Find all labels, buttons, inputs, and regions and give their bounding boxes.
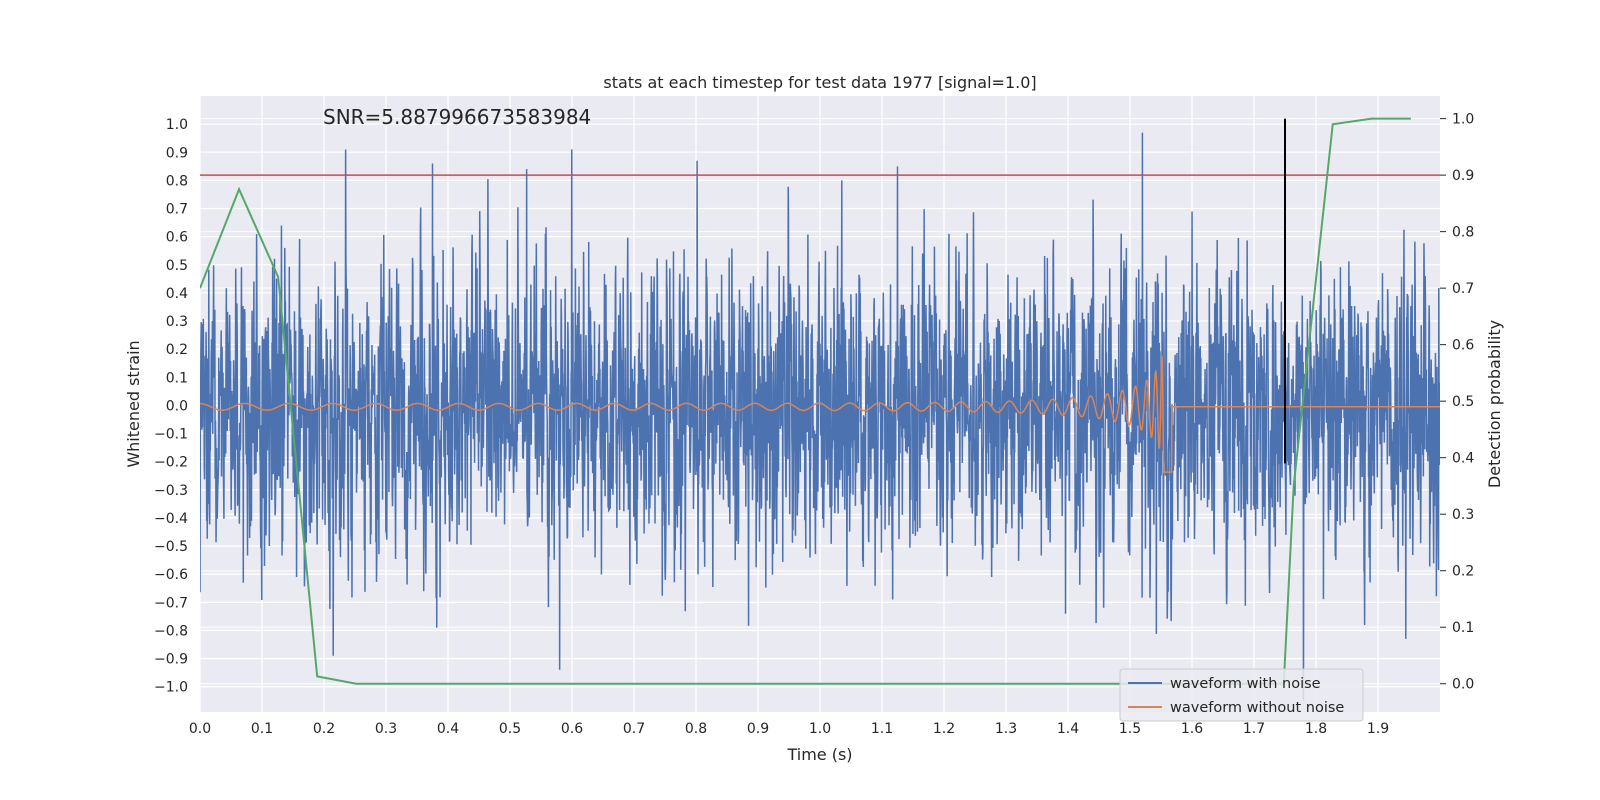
y2-tick-label: 1.0 [1452, 112, 1474, 128]
snr-annotation: SNR=5.887996673583984 [323, 105, 591, 129]
y-tick-label: −0.2 [154, 455, 188, 471]
legend-box [1119, 668, 1364, 722]
y-tick-label: −0.7 [154, 595, 188, 611]
x-tick-label: 0.4 [437, 721, 459, 737]
y-tick-label: −1.0 [154, 680, 188, 696]
x-tick-label: 1.2 [933, 721, 955, 737]
y-tick-label: 1.0 [166, 117, 188, 133]
x-axis-label: Time (s) [786, 745, 852, 764]
y2-tick-label: 0.2 [1452, 564, 1474, 580]
x-tick-labels: 0.0 0.1 0.2 0.3 0.4 0.5 0.6 0.7 0.8 0.9 1.0 1.1 1.2 1… [189, 721, 1389, 737]
x-tick-label: 1.6 [1181, 721, 1203, 737]
legend: waveform with noise waveform without noi… [1119, 668, 1364, 722]
y-tick-label: −0.5 [154, 539, 188, 555]
x-tick-label: 1.3 [995, 721, 1017, 737]
x-tick-label: 1.1 [871, 721, 893, 737]
y-tick-label: −0.9 [154, 652, 188, 668]
y-tick-label: 0.0 [166, 398, 188, 414]
y-tick-label: 0.6 [166, 230, 188, 246]
y-tick-labels: 1.0 0.9 0.8 0.7 0.6 0.5 0.4 0.3 0.2 0.1 0.0 −0.1 −0.… [154, 117, 188, 696]
y-tick-label: 0.2 [166, 342, 188, 358]
y2-tick-label: 0.3 [1452, 507, 1474, 523]
y2-tick-label: 0.6 [1452, 338, 1474, 354]
x-tick-label: 0.9 [747, 721, 769, 737]
y-tick-label: −0.3 [154, 483, 188, 499]
series-waveform-with-noise [200, 132, 1440, 701]
x-tick-label: 1.8 [1305, 721, 1327, 737]
x-tick-label: 1.7 [1243, 721, 1265, 737]
x-tick-label: 1.0 [809, 721, 831, 737]
y2-tick-label: 0.8 [1452, 225, 1474, 241]
x-tick-label: 0.1 [251, 721, 273, 737]
y2-tick-label: 0.1 [1452, 620, 1474, 636]
series-waveform-without-noise [200, 355, 1440, 473]
y-tick-label: 0.4 [166, 286, 188, 302]
y-tick-label: 0.1 [166, 370, 188, 386]
x-tick-label: 0.3 [375, 721, 397, 737]
y-axis-label: Whitened strain [124, 340, 143, 467]
x-tick-label: 0.6 [561, 721, 583, 737]
y-tick-label: −0.1 [154, 427, 188, 443]
y-tick-label: 0.5 [166, 258, 188, 274]
x-tick-label: 0.7 [623, 721, 645, 737]
y2-tick-label: 0.0 [1452, 677, 1474, 693]
legend-label-clean: waveform without noise [1170, 700, 1344, 716]
chart-title: stats at each timestep for test data 197… [603, 73, 1036, 92]
y-tick-label: 0.3 [166, 314, 188, 330]
x-tick-label: 0.8 [685, 721, 707, 737]
y2-tick-labels: 1.0 0.9 0.8 0.7 0.6 0.5 0.4 0.3 0.2 0.1 0.0 [1440, 112, 1474, 693]
y2-axis-label: Detection probability [1485, 320, 1504, 488]
y-tick-label: −0.6 [154, 567, 188, 583]
x-tick-label: 1.5 [1119, 721, 1141, 737]
y-tick-label: −0.4 [154, 511, 188, 527]
y2-tick-label: 0.5 [1452, 394, 1474, 410]
y-tick-label: 0.7 [166, 202, 188, 218]
x-tick-label: 0.2 [313, 721, 335, 737]
y-tick-label: −0.8 [154, 623, 188, 639]
x-tick-label: 1.4 [1057, 721, 1079, 737]
y2-tick-label: 0.7 [1452, 281, 1474, 297]
x-tick-label: 1.9 [1367, 721, 1389, 737]
legend-label-noise: waveform with noise [1170, 676, 1321, 692]
y-tick-label: 0.8 [166, 173, 188, 189]
y2-tick-label: 0.4 [1452, 451, 1474, 467]
x-tick-label: 0.0 [189, 721, 211, 737]
x-tick-label: 0.5 [499, 721, 521, 737]
y2-tick-label: 0.9 [1452, 168, 1474, 184]
y-tick-label: 0.9 [166, 145, 188, 161]
